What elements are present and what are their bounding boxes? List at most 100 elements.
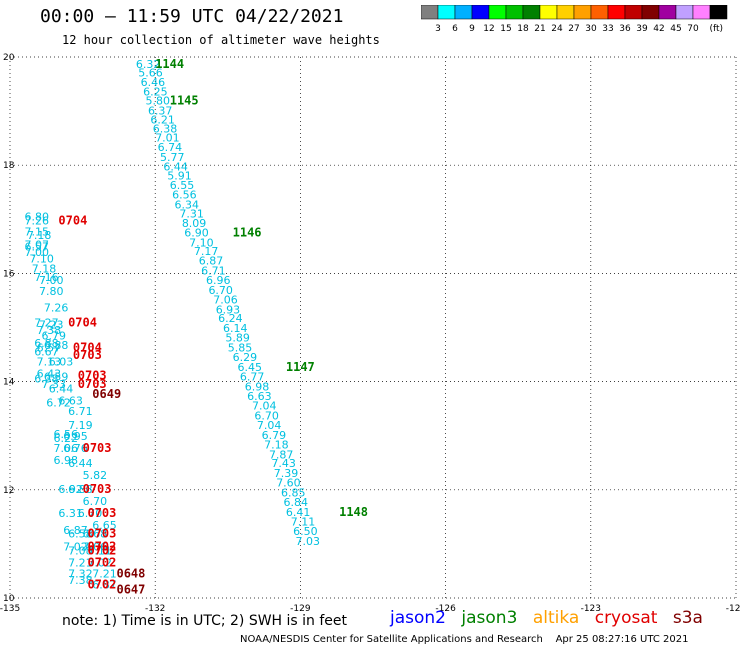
pass-time-label: 0703 [87, 526, 116, 540]
pass-time-label: 0702 [87, 577, 116, 591]
swh-value: 7.27 [34, 316, 59, 329]
swh-value: 6.92 [58, 483, 83, 496]
footer-credit: NOAA/NESDIS Center for Satellite Applica… [240, 634, 689, 645]
swh-value: 7.06 [213, 294, 238, 307]
legend-cryosat: cryosat [594, 608, 658, 628]
pass-time-label: 0702 [87, 539, 116, 553]
swh-value: 7.38 [68, 574, 93, 587]
y-tick-label: 14 [3, 378, 15, 388]
swh-value: 5.89 [225, 332, 250, 345]
swh-value: 6.70 [78, 507, 103, 520]
swh-value: 5.91 [167, 169, 192, 182]
swh-value: 7.02 [63, 540, 88, 553]
swh-value: 7.21 [92, 567, 117, 580]
pass-time-label: 0703 [73, 348, 102, 362]
x-tick-label: -123 [581, 604, 601, 614]
swh-value: 7.13 [37, 355, 62, 368]
swh-value: 7.26 [44, 301, 69, 314]
colorbar-label: 45 [670, 24, 681, 34]
swh-value: 6.65 [92, 519, 117, 532]
swh-value: 7.18 [32, 262, 56, 275]
swh-value: 7.06 [83, 540, 108, 553]
x-tick-label: -126 [435, 604, 456, 614]
y-tick-label: 10 [3, 594, 15, 604]
colorbar-label: 39 [636, 24, 648, 34]
swh-value: 7.07 [25, 239, 50, 252]
colorbar-label: 3 [435, 24, 441, 34]
pass-time-label: 0702 [87, 544, 116, 558]
swh-value: 6.88 [34, 337, 59, 350]
satellite-legend: jason2 jason3 altika cryosat s3a [390, 608, 713, 628]
swh-value: 6.58 [68, 527, 93, 540]
swh-value: 6.45 [237, 361, 261, 374]
x-tick-label: -135 [0, 604, 20, 614]
pass-time-label: 0703 [87, 506, 116, 520]
swh-value: 6.71 [201, 264, 226, 277]
swh-value: 6.77 [240, 371, 265, 384]
colorbar-label: 9 [469, 24, 475, 34]
pass-time-label: 0703 [83, 441, 112, 455]
colorbar-unit: (ft) [709, 24, 723, 34]
pass-time-label: 0703 [78, 377, 107, 391]
swh-value: 7.43 [271, 457, 296, 470]
pass-time-label: 0704 [68, 315, 97, 329]
pass-time-label: 0703 [78, 368, 107, 382]
chart-subtitle: 12 hour collection of altimeter wave hei… [62, 33, 380, 47]
legend-s3a: s3a [672, 608, 703, 628]
swh-value: 7.39 [274, 467, 299, 480]
pass-time-label: 1148 [339, 505, 368, 519]
colorbar-label: 70 [687, 24, 699, 34]
y-tick-label: 16 [3, 269, 15, 279]
footer-note: note: 1) Time is in UTC; 2) SWH is in fe… [62, 613, 348, 629]
swh-value: 6.38 [153, 123, 178, 136]
swh-value: 7.31 [179, 208, 204, 221]
swh-value: 6.57 [37, 341, 62, 354]
swh-value: 6.34 [175, 198, 200, 211]
colorbar-label: 18 [517, 24, 529, 34]
swh-value: 7.00 [25, 246, 50, 259]
swh-value: 6.84 [283, 496, 308, 509]
swh-value: 6.37 [148, 104, 173, 117]
chart-title: 00:00 — 11:59 UTC 04/22/2021 [40, 6, 344, 27]
swh-value: 6.22 [54, 432, 78, 445]
swh-value: 6.87 [199, 255, 224, 268]
swh-value: 7.26 [25, 215, 50, 228]
swh-value: 6.87 [92, 578, 117, 591]
swh-value: 6.03 [49, 355, 74, 368]
swh-value: 5.77 [160, 151, 185, 164]
swh-value: 7.10 [29, 253, 54, 266]
pass-time-label: 0704 [73, 340, 102, 354]
pass-time-label: 0647 [116, 583, 145, 597]
swh-value: 7.38 [37, 324, 62, 337]
swh-value: 6.44 [49, 382, 74, 395]
swh-value: 6.90 [184, 227, 209, 240]
colorbar-label: 21 [534, 24, 545, 34]
swh-value: 6.67 [34, 346, 59, 359]
swh-value: 6.43 [37, 367, 62, 380]
swh-value: 6.88 [44, 339, 69, 352]
swh-value: 6.14 [223, 322, 248, 335]
swh-value: 6.88 [68, 483, 93, 496]
swh-value: 7.11 [87, 545, 112, 558]
y-tick-label: 18 [3, 161, 15, 171]
swh-value: 8.09 [182, 217, 207, 230]
x-tick-label: -132 [145, 604, 165, 614]
swh-value: 7.08 [68, 545, 93, 558]
swh-value: 7.33 [41, 378, 66, 391]
swh-value: 6.79 [262, 429, 287, 442]
pass-time-label: 0649 [92, 387, 121, 401]
swh-value: 6.24 [218, 312, 243, 325]
swh-value: 6.21 [150, 114, 175, 127]
swh-value: 5.82 [83, 469, 108, 482]
swh-value: 5.80 [146, 95, 171, 108]
x-tick-label: -120 [726, 604, 740, 614]
swh-value: 6.70 [208, 284, 233, 297]
swh-value: 5.85 [228, 341, 253, 354]
pass-time-label: 0704 [58, 214, 87, 228]
swh-value: 6.31 [58, 507, 83, 520]
swh-value: 6.41 [286, 506, 311, 519]
swh-value: 6.70 [254, 409, 278, 422]
swh-value: 6.63 [58, 394, 83, 407]
swh-value: 6.71 [68, 405, 93, 418]
